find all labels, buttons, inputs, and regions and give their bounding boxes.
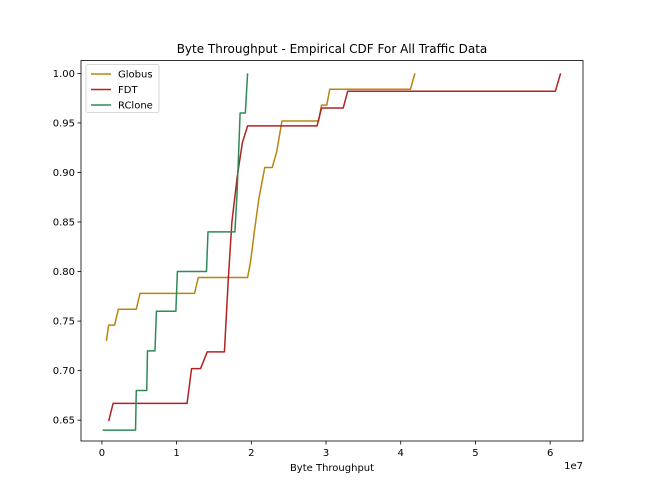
legend-label-fdt: FDT: [118, 85, 138, 96]
y-tick-label: 0.70: [53, 366, 75, 377]
legend-box: [85, 64, 160, 113]
x-tick-label: 3: [323, 448, 329, 459]
x-tick-label: 1: [173, 448, 179, 459]
y-tick-label: 0.80: [53, 267, 75, 278]
x-tick-label: 5: [472, 448, 478, 459]
chart-title: Byte Throughput - Empirical CDF For All …: [177, 42, 488, 56]
plot-frame: [80, 60, 584, 442]
x-axis-label: Byte Throughput: [290, 463, 374, 474]
x-tick-label: 4: [398, 448, 404, 459]
series-line-globus: [105, 73, 416, 342]
series-line-rclone: [102, 73, 249, 431]
series-line-fdt: [107, 73, 562, 422]
y-tick-label: 0.85: [53, 218, 75, 229]
series-layer: [102, 73, 562, 431]
legend-label-globus: Globus: [118, 70, 153, 81]
y-tick-label: 0.95: [53, 118, 75, 129]
x-tick-label: 2: [248, 448, 254, 459]
legend-label-rclone: RClone: [118, 101, 153, 112]
y-axis-ticks: 0.65 0.70 0.75 0.80 0.85 0.90 0.95 1.00: [53, 69, 81, 427]
x-axis-ticks: 0 1 2 3 4 5 6: [99, 441, 553, 459]
y-tick-label: 0.65: [53, 416, 75, 427]
y-tick-label: 0.90: [53, 168, 75, 179]
y-tick-label: 0.75: [53, 317, 75, 328]
y-tick-label: 1.00: [53, 69, 75, 80]
x-tick-label: 0: [99, 448, 105, 459]
legend: Globus FDT RClone: [85, 64, 160, 113]
x-axis-offset-label: 1e7: [564, 461, 583, 472]
x-tick-label: 6: [547, 448, 553, 459]
